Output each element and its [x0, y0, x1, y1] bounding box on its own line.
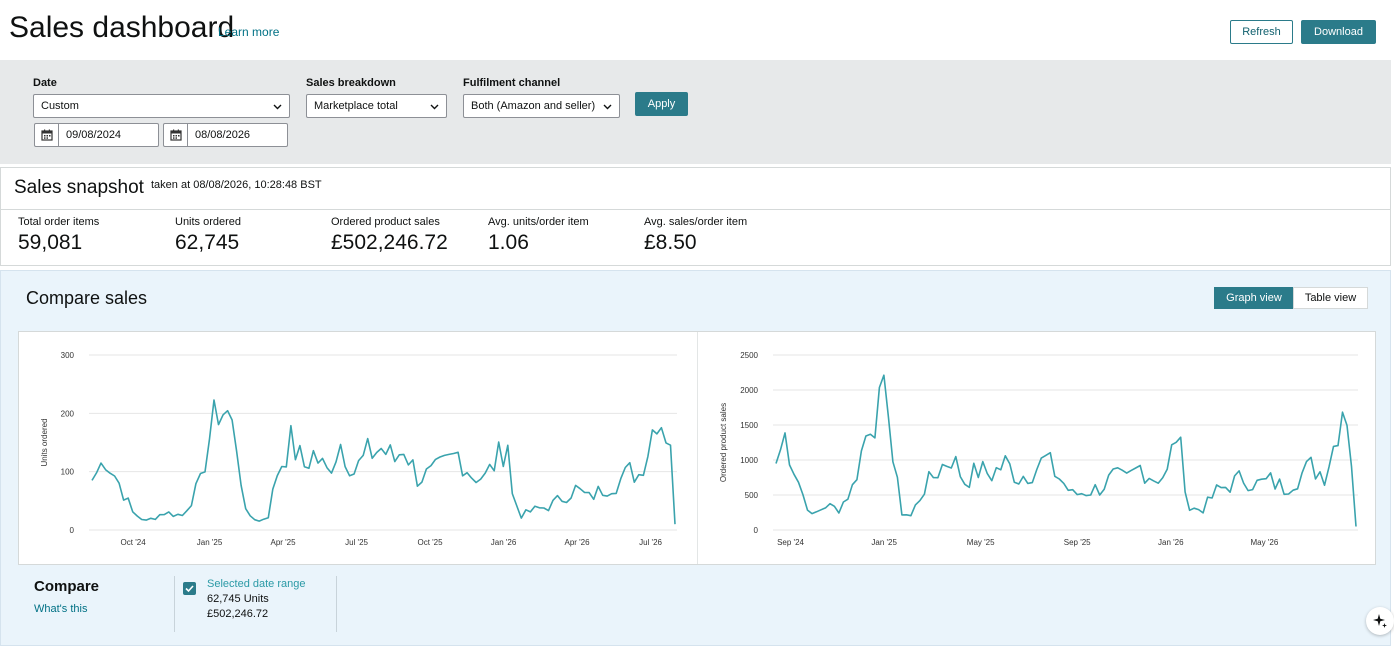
- assistant-sparkle-button[interactable]: [1366, 607, 1394, 635]
- sales-breakdown-value: Marketplace total: [314, 100, 398, 112]
- y-tick-label: 0: [70, 526, 75, 535]
- x-tick-label: May '25: [967, 538, 995, 547]
- y-tick-label: 500: [745, 491, 759, 500]
- metric-value: 1.06: [488, 231, 529, 254]
- fulfilment-channel-select[interactable]: Both (Amazon and seller): [463, 94, 620, 118]
- metric-label: Avg. sales/order item: [644, 216, 748, 228]
- date-range-select-value: Custom: [41, 100, 79, 112]
- learn-more-link[interactable]: Learn more: [218, 25, 280, 39]
- metric-label: Ordered product sales: [331, 216, 440, 228]
- filter-bar: Date Custom 09/08/2024 08/08/2026 Sales …: [0, 60, 1391, 164]
- chart-divider: [697, 332, 698, 564]
- metric-label: Avg. units/order item: [488, 216, 589, 228]
- date-range-select[interactable]: Custom: [33, 94, 290, 118]
- metric-total-order-items: Total order items 59,081: [18, 216, 99, 255]
- calendar-icon[interactable]: [164, 124, 188, 146]
- chevron-down-icon: [430, 104, 439, 110]
- y-tick-label: 2000: [740, 386, 758, 395]
- refresh-button[interactable]: Refresh: [1230, 20, 1293, 44]
- start-date-value: 09/08/2024: [66, 129, 122, 141]
- y-tick-label: 1000: [740, 456, 758, 465]
- x-tick-label: May '26: [1251, 538, 1279, 547]
- metric-avg-sales: Avg. sales/order item £8.50: [644, 216, 747, 255]
- sales-snapshot: Sales snapshot taken at 08/08/2026, 10:2…: [0, 167, 1391, 266]
- x-tick-label: Sep '24: [777, 538, 804, 547]
- x-tick-label: Jan '26: [1158, 538, 1184, 547]
- end-date-input[interactable]: 08/08/2026: [163, 123, 288, 147]
- snapshot-timestamp: taken at 08/08/2026, 10:28:48 BST: [151, 179, 322, 191]
- x-tick-label: Oct '25: [417, 538, 443, 547]
- compare-sales-title: Compare sales: [26, 288, 148, 308]
- graph-view-toggle[interactable]: Graph view: [1214, 287, 1294, 309]
- x-tick-label: Apr '25: [270, 538, 296, 547]
- x-tick-label: Oct '24: [121, 538, 147, 547]
- y-tick-label: 2500: [740, 351, 758, 360]
- x-tick-label: Jul '25: [345, 538, 368, 547]
- y-tick-label: 300: [61, 351, 75, 360]
- end-date-value: 08/08/2026: [195, 129, 251, 141]
- y-tick-label: 1500: [740, 421, 758, 430]
- table-view-toggle[interactable]: Table view: [1293, 287, 1368, 309]
- metric-avg-units: Avg. units/order item 1.06: [488, 216, 589, 255]
- y-tick-label: 100: [61, 468, 75, 477]
- date-label: Date: [33, 77, 57, 89]
- fulfilment-channel-value: Both (Amazon and seller): [471, 100, 596, 112]
- metric-value: 62,745: [175, 231, 240, 254]
- check-icon: [185, 585, 194, 593]
- x-tick-label: Jan '25: [871, 538, 897, 547]
- sales-breakdown-label: Sales breakdown: [306, 77, 396, 89]
- chevron-down-icon: [603, 104, 612, 110]
- units-ordered-chart: 0 100 200 300 Oct '24 Jan '25 Apr '25 Jul '25 Oc…: [40, 351, 677, 547]
- metric-value: 59,081: [18, 231, 83, 254]
- x-tick-label: Jul '26: [639, 538, 662, 547]
- sparkle-icon: [1373, 614, 1387, 628]
- x-tick-label: Jan '25: [197, 538, 223, 547]
- ordered-product-sales-chart: 0 500 1000 1500 2000 2500 Sep '24 Jan '25 May '2…: [719, 351, 1358, 547]
- metric-value: £8.50: [644, 231, 697, 254]
- series-line: [91, 399, 676, 525]
- y-tick-label: 0: [754, 526, 759, 535]
- chart-panel: 0 100 200 300 Oct '24 Jan '25 Apr '25 Jul '25 Oc…: [18, 331, 1376, 565]
- y-axis-label: Units ordered: [40, 418, 49, 466]
- snapshot-title: Sales snapshot: [14, 177, 144, 198]
- calendar-icon[interactable]: [35, 124, 59, 146]
- metric-label: Total order items: [18, 216, 100, 228]
- sales-breakdown-select[interactable]: Marketplace total: [306, 94, 447, 118]
- series-line: [775, 374, 1357, 527]
- page-header: Sales dashboard Learn more Refresh Downl…: [0, 0, 1394, 60]
- x-tick-label: Sep '25: [1064, 538, 1091, 547]
- metric-label: Units ordered: [175, 216, 242, 228]
- metric-ordered-product-sales: Ordered product sales £502,246.72: [331, 216, 448, 255]
- legend-selected-date-range: Selected date range 62,745 Units £502,24…: [174, 576, 337, 632]
- snapshot-header: Sales snapshot taken at 08/08/2026, 10:2…: [1, 168, 1390, 210]
- legend-sales: £502,246.72: [207, 608, 269, 620]
- x-tick-label: Jan '26: [491, 538, 517, 547]
- y-axis-label: Ordered product sales: [719, 403, 728, 482]
- compare-label: Compare: [34, 578, 100, 595]
- metric-units-ordered: Units ordered 62,745: [175, 216, 241, 255]
- selected-range-checkbox[interactable]: [183, 582, 196, 595]
- y-tick-label: 200: [61, 409, 75, 418]
- chevron-down-icon: [273, 104, 282, 110]
- fulfilment-channel-label: Fulfilment channel: [463, 77, 561, 89]
- apply-button[interactable]: Apply: [635, 92, 688, 116]
- metric-value: £502,246.72: [331, 231, 448, 254]
- legend-units: 62,745 Units: [207, 593, 269, 605]
- start-date-input[interactable]: 09/08/2024: [34, 123, 159, 147]
- x-tick-label: Apr '26: [564, 538, 590, 547]
- download-button[interactable]: Download: [1301, 20, 1376, 44]
- whats-this-link[interactable]: What's this: [34, 603, 88, 615]
- compare-sales-section: Compare sales Graph view Table view 0 100…: [0, 270, 1391, 646]
- page-title: Sales dashboard: [9, 11, 235, 44]
- legend-title: Selected date range: [207, 578, 306, 590]
